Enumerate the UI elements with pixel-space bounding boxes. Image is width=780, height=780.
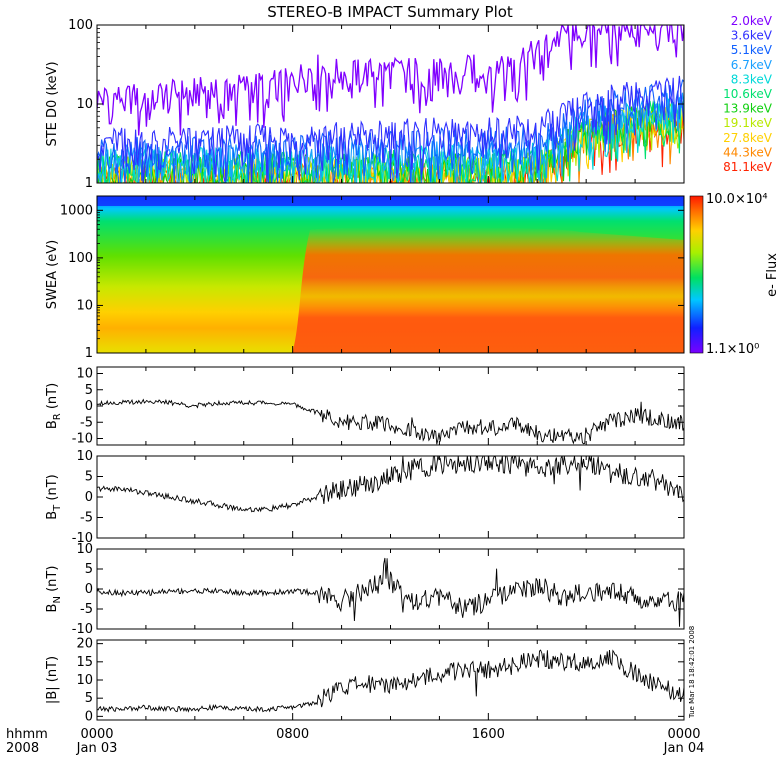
ste-series-line	[97, 79, 684, 183]
ste-ytick-label: 10	[76, 97, 93, 112]
bmag-ytick-label: 20	[76, 637, 93, 652]
footer-year: 2008	[6, 741, 39, 756]
br-trace	[97, 398, 684, 445]
xtick-label: 0000	[80, 727, 113, 742]
br-ytick-label: 0	[85, 399, 93, 414]
bn-ytick-label: 0	[85, 582, 93, 597]
legend-entry: 81.1keV	[723, 160, 773, 174]
ste-series-line	[97, 25, 684, 136]
colorbar-max-label: 10.0×10⁴	[706, 192, 768, 207]
swea-panel	[96, 195, 704, 354]
legend-entry: 10.6keV	[723, 87, 773, 101]
bn-ytick-label: -5	[80, 602, 93, 617]
xdate-label: Jan 04	[663, 741, 705, 756]
br-panel	[96, 366, 685, 446]
bmag-trace	[97, 649, 684, 713]
bn-ytick-label: 5	[85, 562, 93, 577]
colorbar	[689, 195, 704, 354]
br-frame	[96, 366, 685, 446]
colorbar-min-label: 1.1×10⁰	[706, 342, 759, 357]
swea-ytick-label: 1000	[60, 203, 93, 218]
bt-ytick-label: 0	[85, 490, 93, 505]
colorbar-title: e- Flux	[765, 253, 780, 297]
swea-ytick-label: 100	[68, 251, 93, 266]
timestamp: Tue Mar 18 18:42:01 2008	[688, 626, 696, 719]
bn-panel	[96, 548, 685, 630]
xtick-label: 1600	[472, 727, 505, 742]
xtick-label: 0800	[276, 727, 309, 742]
bn-ytick-label: -10	[72, 622, 93, 637]
bmag-ytick-label: 10	[76, 673, 93, 688]
br-ytick-label: -5	[80, 415, 93, 430]
bt-ytick-label: -5	[80, 511, 93, 526]
ste-ylabel: STE D0 (keV)	[45, 61, 60, 146]
bt-trace	[97, 456, 684, 513]
legend-entry: 27.8keV	[723, 131, 773, 145]
swea-heatmap-enhancement	[292, 227, 684, 353]
legend-entry: 3.6keV	[731, 29, 773, 43]
xtick-label: 0000	[667, 727, 700, 742]
legend-entry: 19.1keV	[723, 116, 773, 130]
bmag-ytick-label: 5	[85, 691, 93, 706]
swea-ytick-label: 1	[85, 346, 93, 361]
plot-title: STEREO-B IMPACT Summary Plot	[267, 3, 513, 21]
legend-entry: 44.3keV	[723, 145, 773, 159]
bt-ytick-label: -10	[72, 531, 93, 546]
legend-entry: 2.0keV	[731, 14, 773, 28]
br-ytick-label: 10	[76, 367, 93, 382]
legend-entry: 13.9keV	[723, 102, 773, 116]
swea-ylabel: SWEA (eV)	[45, 240, 60, 309]
xdate-label: Jan 03	[76, 741, 118, 756]
bt-ytick-label: 5	[85, 470, 93, 485]
br-ytick-label: 5	[85, 383, 93, 398]
swea-ytick-label: 10	[76, 298, 93, 313]
br-ylabel: BR (nT)	[45, 383, 63, 429]
ste-series-line	[97, 75, 684, 183]
bt-ytick-label: 10	[76, 449, 93, 464]
bt-panel	[96, 455, 685, 539]
bn-trace	[97, 557, 684, 627]
ste-panel	[96, 24, 685, 184]
bn-ytick-label: 10	[76, 542, 93, 557]
br-ytick-label: -10	[72, 432, 93, 447]
bn-ylabel: BN (nT)	[45, 566, 63, 613]
ste-ytick-label: 1	[85, 176, 93, 191]
footer-hhmm: hhmm	[6, 727, 48, 742]
bmag-ytick-label: 0	[85, 709, 93, 724]
bmag-ytick-label: 15	[76, 655, 93, 670]
legend-entry: 6.7keV	[731, 58, 773, 72]
bmag-ylabel: |B| (nT)	[45, 656, 60, 704]
bt-ylabel: BT (nT)	[45, 474, 63, 520]
legend-entry: 8.3keV	[731, 72, 773, 86]
swea-top-band	[97, 196, 684, 206]
legend-entry: 5.1keV	[731, 43, 773, 57]
ste-ytick-label: 100	[68, 18, 93, 33]
bmag-panel	[96, 639, 685, 721]
